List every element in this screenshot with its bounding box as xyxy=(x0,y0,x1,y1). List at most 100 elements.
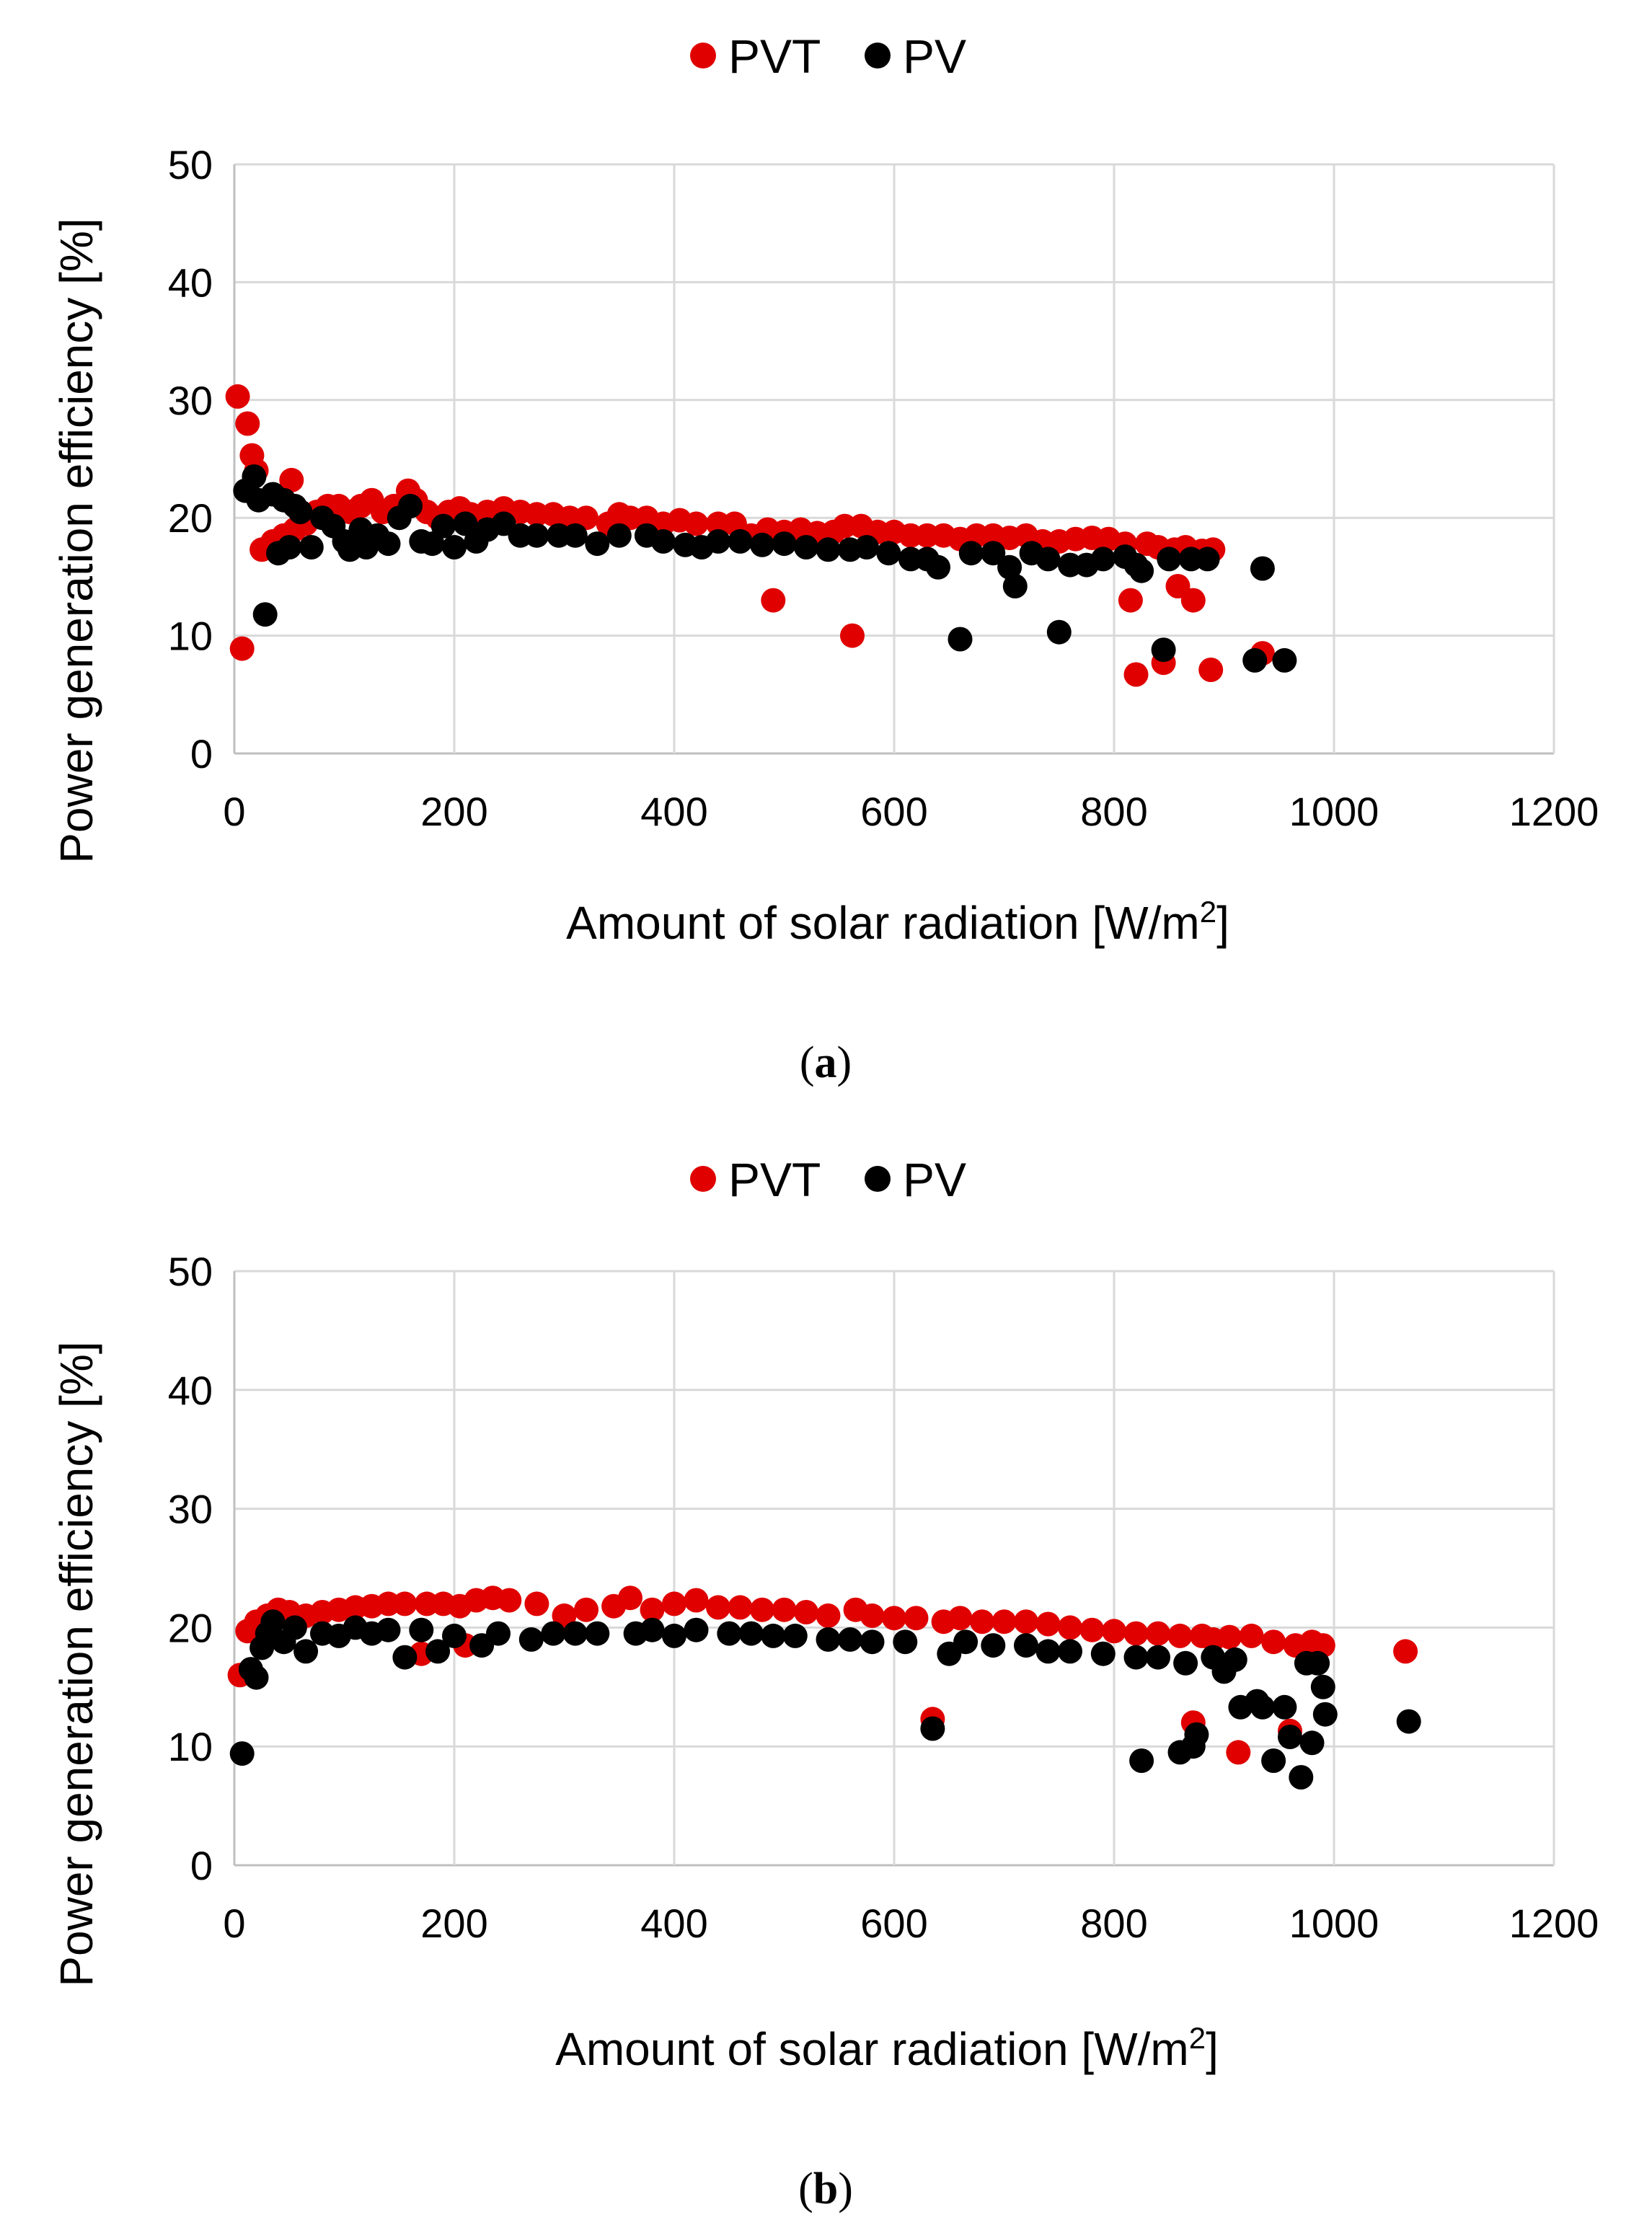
data-point-pv-b-31 xyxy=(782,1623,808,1648)
x-axis-title-main-b: Amount of solar radiation [W/m xyxy=(555,2023,1189,2075)
data-point-pv-b-41 xyxy=(1035,1639,1061,1664)
data-point-pvt-b-44 xyxy=(1014,1609,1038,1635)
data-point-pvt-b-47 xyxy=(1079,1617,1105,1642)
x-tick-label-1200-b: 1200 xyxy=(1509,1901,1599,1946)
data-point-pv-b-64 xyxy=(1310,1674,1335,1699)
data-point-pvt-a-2 xyxy=(235,411,260,436)
chart-a: PVT PV 0 10 20 30 40 50 0 200 400 600 800 1000 1200… xyxy=(50,30,1599,1087)
data-point-pvt-a-50 xyxy=(840,623,865,648)
data-point-pv-b-50 xyxy=(1184,1722,1209,1747)
y-tick-label-0-a: 0 xyxy=(190,731,213,777)
data-point-pv-b-66 xyxy=(1396,1709,1421,1734)
x-tick-label-600-b: 600 xyxy=(860,1901,927,1946)
data-point-pvt-b-25 xyxy=(618,1585,642,1611)
data-point-pv-b-43 xyxy=(1090,1641,1116,1666)
data-point-pv-b-13 xyxy=(376,1617,401,1642)
data-point-pv-b-48 xyxy=(1173,1650,1198,1676)
data-point-pvt-b-23 xyxy=(574,1597,598,1622)
data-point-pv-a-1 xyxy=(242,464,267,489)
legend-label-pvt-b: PVT xyxy=(728,1153,821,1206)
x-tick-label-800-a: 800 xyxy=(1080,789,1147,834)
data-point-pv-a-65 xyxy=(1151,637,1176,663)
x-tick-label-1000-b: 1000 xyxy=(1289,1901,1379,1946)
data-point-pv-b-45 xyxy=(1129,1748,1154,1773)
data-point-pv-b-0 xyxy=(229,1741,255,1766)
x-tick-label-0-a: 0 xyxy=(223,789,245,834)
y-tick-label-0-b: 0 xyxy=(190,1843,213,1888)
data-point-pv-b-14 xyxy=(392,1645,418,1670)
data-point-pv-b-42 xyxy=(1058,1639,1082,1664)
data-point-pv-b-29 xyxy=(738,1621,764,1646)
legend-b: PVT PV xyxy=(690,1153,966,1206)
data-point-pv-a-34 xyxy=(606,523,632,548)
data-point-pv-a-70 xyxy=(1250,556,1275,581)
data-point-pv-a-68 xyxy=(1195,547,1220,572)
data-point-pv-a-44 xyxy=(816,537,841,562)
data-point-pv-b-23 xyxy=(585,1621,610,1646)
data-point-pv-a-69 xyxy=(1242,647,1268,673)
data-point-pvt-b-36 xyxy=(860,1603,885,1628)
data-point-pv-b-56 xyxy=(1250,1694,1275,1720)
y-tick-label-10-a: 10 xyxy=(168,614,213,659)
data-point-pv-b-62 xyxy=(1299,1730,1325,1756)
x-axis-title-sup-b: 2 xyxy=(1189,2021,1206,2055)
y-tick-label-50-b: 50 xyxy=(168,1249,213,1294)
data-point-pv-a-71 xyxy=(1272,647,1297,673)
data-point-pvt-b-51 xyxy=(1167,1623,1193,1648)
data-point-pv-a-52 xyxy=(958,541,984,566)
x-axis-title-end-a: ] xyxy=(1216,897,1229,949)
y-tick-label-20-b: 20 xyxy=(168,1605,213,1650)
data-point-pvt-a-76 xyxy=(1180,588,1206,613)
data-point-pvt-b-29 xyxy=(706,1595,730,1620)
data-point-pvt-a-44 xyxy=(761,588,786,613)
data-point-pvt-b-63 xyxy=(1393,1639,1418,1664)
data-point-pv-b-60 xyxy=(1289,1765,1314,1790)
data-point-pv-a-43 xyxy=(794,535,818,560)
data-point-pvt-b-27 xyxy=(662,1591,686,1616)
x-tick-label-800-b: 800 xyxy=(1080,1901,1147,1946)
data-point-pv-a-58 xyxy=(1046,619,1072,645)
data-point-pv-a-36 xyxy=(650,528,676,554)
legend-marker-pv-b xyxy=(865,1166,891,1192)
legend-marker-pv-a xyxy=(865,43,891,68)
y-tick-label-30-b: 30 xyxy=(168,1487,213,1532)
legend-marker-pvt-b xyxy=(690,1166,716,1192)
data-point-pv-b-33 xyxy=(838,1627,862,1652)
data-point-pvt-a-0 xyxy=(225,384,250,409)
data-point-pv-b-25 xyxy=(640,1617,665,1642)
data-point-pvt-b-22 xyxy=(552,1603,577,1628)
data-point-pv-a-33 xyxy=(585,531,610,557)
data-point-pv-a-25 xyxy=(453,511,478,536)
data-point-pv-b-44 xyxy=(1123,1645,1149,1670)
data-point-pvt-a-68 xyxy=(1118,588,1143,613)
data-point-pv-b-7 xyxy=(282,1615,307,1640)
y-tick-label-10-b: 10 xyxy=(168,1724,213,1769)
data-point-pv-a-40 xyxy=(728,528,753,554)
data-point-pvt-a-39 xyxy=(684,511,709,536)
series-pv-a xyxy=(233,464,1297,673)
data-point-pv-b-28 xyxy=(717,1621,742,1646)
data-point-pv-a-39 xyxy=(706,528,730,554)
x-axis-title-b: Amount of solar radiation [W/m2] xyxy=(555,2021,1219,2076)
data-point-pv-b-17 xyxy=(442,1623,467,1648)
data-point-pv-b-30 xyxy=(761,1623,786,1648)
caption-letter-b: b xyxy=(813,2164,838,2213)
data-point-pvt-b-46 xyxy=(1058,1615,1082,1640)
data-point-pv-a-66 xyxy=(1157,547,1182,572)
x-tick-label-600-a: 600 xyxy=(860,789,927,834)
data-point-pv-b-53 xyxy=(1222,1647,1247,1672)
data-point-pv-b-40 xyxy=(1014,1633,1038,1658)
data-point-pv-a-42 xyxy=(772,531,797,557)
legend-marker-pvt-a xyxy=(690,43,716,68)
y-tick-labels-b: 0 10 20 30 40 50 xyxy=(168,1249,213,1888)
y-tick-labels-a: 0 10 20 30 40 50 xyxy=(168,142,213,777)
data-point-pv-b-35 xyxy=(893,1629,918,1655)
data-point-pv-b-26 xyxy=(662,1623,686,1648)
data-point-pv-a-47 xyxy=(876,541,901,566)
data-point-pv-a-24 xyxy=(442,535,467,560)
data-point-pv-b-8 xyxy=(293,1639,319,1664)
data-point-pvt-b-30 xyxy=(728,1595,753,1620)
data-point-pv-b-2 xyxy=(244,1665,269,1690)
data-point-pvt-a-32 xyxy=(574,505,598,531)
x-axis-title-a: Amount of solar radiation [W/m2] xyxy=(566,895,1229,950)
